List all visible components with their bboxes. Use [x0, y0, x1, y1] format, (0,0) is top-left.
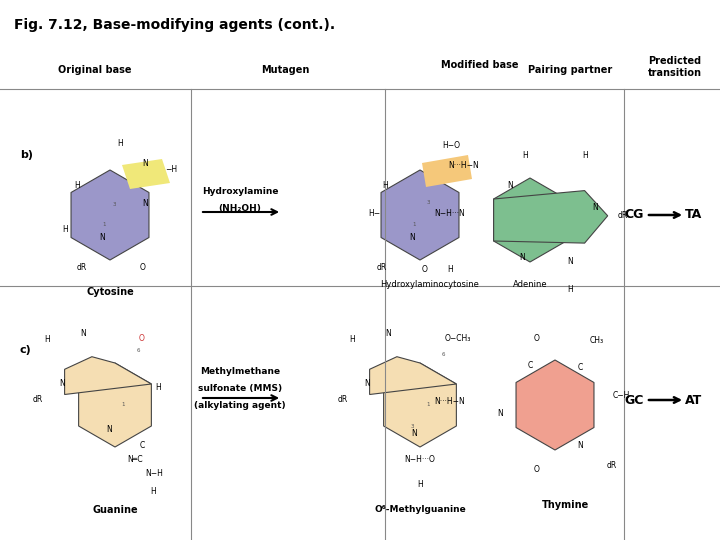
Text: N: N: [99, 233, 105, 241]
Text: O: O: [140, 262, 146, 272]
Text: N···H−N: N···H−N: [434, 396, 464, 406]
Text: 6: 6: [442, 353, 446, 357]
Text: C: C: [527, 361, 533, 369]
Text: H: H: [447, 266, 453, 274]
Text: H: H: [567, 285, 573, 294]
Text: N: N: [592, 204, 598, 213]
Text: 1: 1: [426, 402, 430, 408]
Text: O: O: [534, 465, 540, 475]
Text: dR: dR: [338, 395, 348, 404]
Text: (NH₂OH): (NH₂OH): [219, 204, 261, 213]
Text: 6: 6: [137, 348, 140, 353]
Text: Cytosine: Cytosine: [86, 287, 134, 297]
Text: Mutagen: Mutagen: [261, 65, 309, 75]
Text: N: N: [59, 379, 65, 388]
Text: N−H···O: N−H···O: [405, 456, 436, 464]
Text: H: H: [522, 151, 528, 160]
Text: GC: GC: [625, 394, 644, 407]
Polygon shape: [422, 155, 472, 187]
Polygon shape: [71, 170, 149, 260]
Text: H−: H−: [368, 208, 380, 218]
Text: N: N: [577, 441, 583, 449]
Text: dR: dR: [607, 461, 617, 469]
Text: O⁶-Methylguanine: O⁶-Methylguanine: [374, 505, 466, 514]
Text: dR: dR: [618, 211, 629, 219]
Text: N: N: [142, 199, 148, 207]
Text: N: N: [385, 328, 391, 338]
Polygon shape: [381, 170, 459, 260]
Text: C−H: C−H: [613, 390, 631, 400]
Text: N: N: [567, 258, 573, 267]
Polygon shape: [516, 360, 594, 450]
Polygon shape: [494, 191, 608, 243]
Polygon shape: [384, 363, 456, 447]
Text: Hydroxylaminocytosine: Hydroxylaminocytosine: [380, 280, 479, 289]
Text: Pairing partner: Pairing partner: [528, 65, 612, 75]
Text: H: H: [417, 480, 423, 489]
Text: TA: TA: [685, 208, 702, 221]
Text: H: H: [62, 226, 68, 234]
Text: H: H: [582, 151, 588, 160]
Text: Hydroxylamine: Hydroxylamine: [202, 187, 278, 197]
Text: sulfonate (MMS): sulfonate (MMS): [198, 383, 282, 393]
Text: H: H: [150, 487, 156, 496]
Text: CG: CG: [625, 208, 644, 221]
Text: dR: dR: [77, 262, 87, 272]
Text: N: N: [142, 159, 148, 167]
Text: Thymine: Thymine: [541, 500, 589, 510]
Text: Fig. 7.12, Base-modifying agents (cont.).: Fig. 7.12, Base-modifying agents (cont.)…: [14, 18, 335, 32]
Text: N: N: [498, 408, 503, 417]
Text: H: H: [117, 139, 123, 148]
Text: 3: 3: [410, 424, 414, 429]
Text: H: H: [74, 180, 80, 190]
Polygon shape: [494, 178, 567, 262]
Text: H: H: [382, 180, 388, 190]
Text: N−H: N−H: [145, 469, 163, 477]
Text: N: N: [409, 233, 415, 241]
Text: Adenine: Adenine: [513, 280, 547, 289]
Text: c): c): [20, 345, 32, 355]
Text: Methylmethane: Methylmethane: [200, 368, 280, 376]
Text: 1: 1: [413, 222, 415, 227]
Text: CH₃: CH₃: [590, 336, 604, 345]
Text: C: C: [140, 441, 145, 449]
Text: 1: 1: [121, 402, 125, 408]
Text: H: H: [44, 335, 50, 345]
Text: C: C: [577, 362, 582, 372]
Text: N−H···N: N−H···N: [434, 208, 464, 218]
Text: Modified base: Modified base: [441, 60, 518, 70]
Polygon shape: [78, 363, 151, 447]
Text: 1: 1: [102, 222, 106, 227]
Text: dR: dR: [377, 262, 387, 272]
Text: N: N: [507, 180, 513, 190]
Text: (alkylating agent): (alkylating agent): [194, 401, 286, 409]
Text: O: O: [139, 334, 145, 343]
Text: 3: 3: [112, 202, 116, 207]
Text: Original base: Original base: [58, 65, 132, 75]
Text: N═C: N═C: [127, 456, 143, 464]
Text: O−CH₃: O−CH₃: [445, 334, 472, 343]
Text: H: H: [349, 335, 355, 345]
Text: N: N: [519, 253, 525, 262]
Text: N···H−N: N···H−N: [448, 160, 479, 170]
Polygon shape: [65, 357, 151, 395]
Text: N: N: [364, 379, 370, 388]
Text: b): b): [20, 150, 33, 160]
Text: H−O: H−O: [442, 141, 460, 150]
Text: H: H: [155, 382, 161, 392]
Text: N: N: [80, 328, 86, 338]
Text: Predicted
transition: Predicted transition: [648, 56, 702, 78]
Text: −H: −H: [165, 165, 177, 173]
Text: AT: AT: [685, 394, 702, 407]
Text: 3: 3: [426, 200, 430, 206]
Text: N: N: [106, 426, 112, 435]
Polygon shape: [369, 357, 456, 395]
Text: N: N: [411, 429, 417, 437]
Text: Guanine: Guanine: [92, 505, 138, 515]
Polygon shape: [122, 159, 170, 189]
Text: O: O: [422, 266, 428, 274]
Text: O: O: [534, 334, 540, 343]
Text: dR: dR: [32, 395, 43, 404]
